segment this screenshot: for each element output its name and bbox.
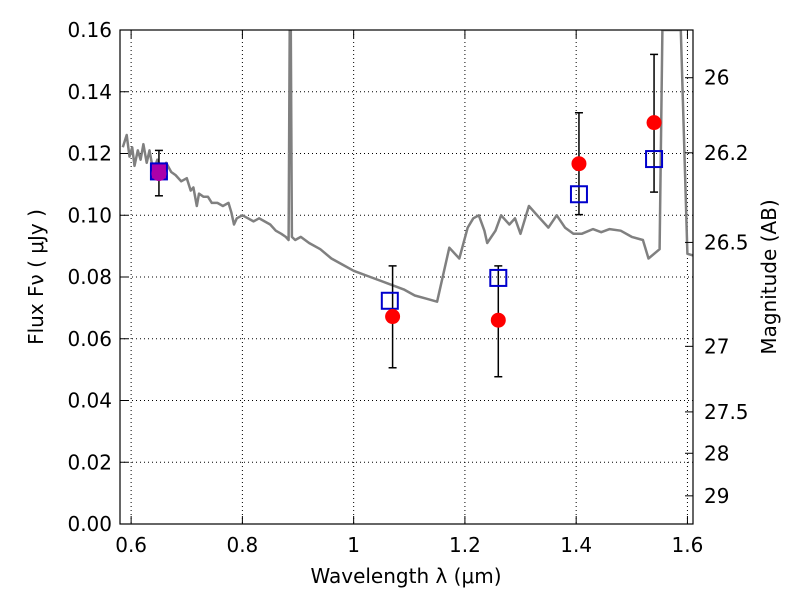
- mag-tick-label: 27: [704, 334, 729, 358]
- x-axis-label: Wavelength λ (μm): [310, 564, 501, 588]
- model-photometry-series: [149, 150, 664, 310]
- y-tick-label: 0.14: [67, 80, 112, 104]
- y-tick-label: 0.02: [67, 450, 112, 474]
- x-tick-label: 1.6: [672, 533, 704, 557]
- y-tick-label: 0.04: [67, 389, 112, 413]
- mag-tick-label: 27.5: [704, 400, 749, 424]
- observed-point: [490, 312, 506, 328]
- observed-photometry-series: [151, 115, 662, 328]
- mag-tick-label: 28: [704, 441, 729, 465]
- y-tick-label: 0.16: [67, 18, 112, 42]
- y-tick-label: 0.06: [67, 327, 112, 351]
- y-tick-label: 0.12: [67, 142, 112, 166]
- observed-point: [151, 166, 167, 182]
- mag-tick-label: 26: [704, 66, 729, 90]
- x-tick-label: 1.4: [560, 533, 592, 557]
- y-axis-label: Flux Fν ( μJy ): [24, 209, 48, 345]
- mag-tick-label: 26.2: [704, 141, 749, 165]
- spectrum-series: [121, 30, 693, 303]
- model-point: [645, 150, 664, 169]
- observed-point: [385, 309, 401, 325]
- model-point: [489, 268, 508, 287]
- error-bars: [154, 53, 659, 378]
- observed-point: [571, 156, 587, 172]
- spectrum-line: [121, 30, 693, 303]
- model-point: [380, 291, 399, 310]
- x-tick-label: 0.6: [115, 533, 147, 557]
- observed-point: [646, 115, 662, 131]
- mag-tick-label: 26.5: [704, 230, 749, 254]
- y2-axis-label: Magnitude (AB): [757, 199, 781, 354]
- x-tick-label: 0.8: [226, 533, 258, 557]
- plot-frame: [119, 29, 694, 525]
- y-tick-label: 0.08: [67, 265, 112, 289]
- x-tick-label: 1.2: [449, 533, 481, 557]
- model-point: [569, 185, 588, 204]
- grid: [120, 29, 693, 525]
- axis-ticks: 0.6 0.8 1 1.2 1.4 1.6 0.00 0.02 0.04 0.06 0.08 0.10…: [67, 18, 748, 557]
- x-tick-label: 1: [347, 533, 360, 557]
- y-tick-label: 0.00: [67, 512, 112, 536]
- y-tick-label: 0.10: [67, 203, 112, 227]
- mag-tick-label: 29: [704, 484, 729, 508]
